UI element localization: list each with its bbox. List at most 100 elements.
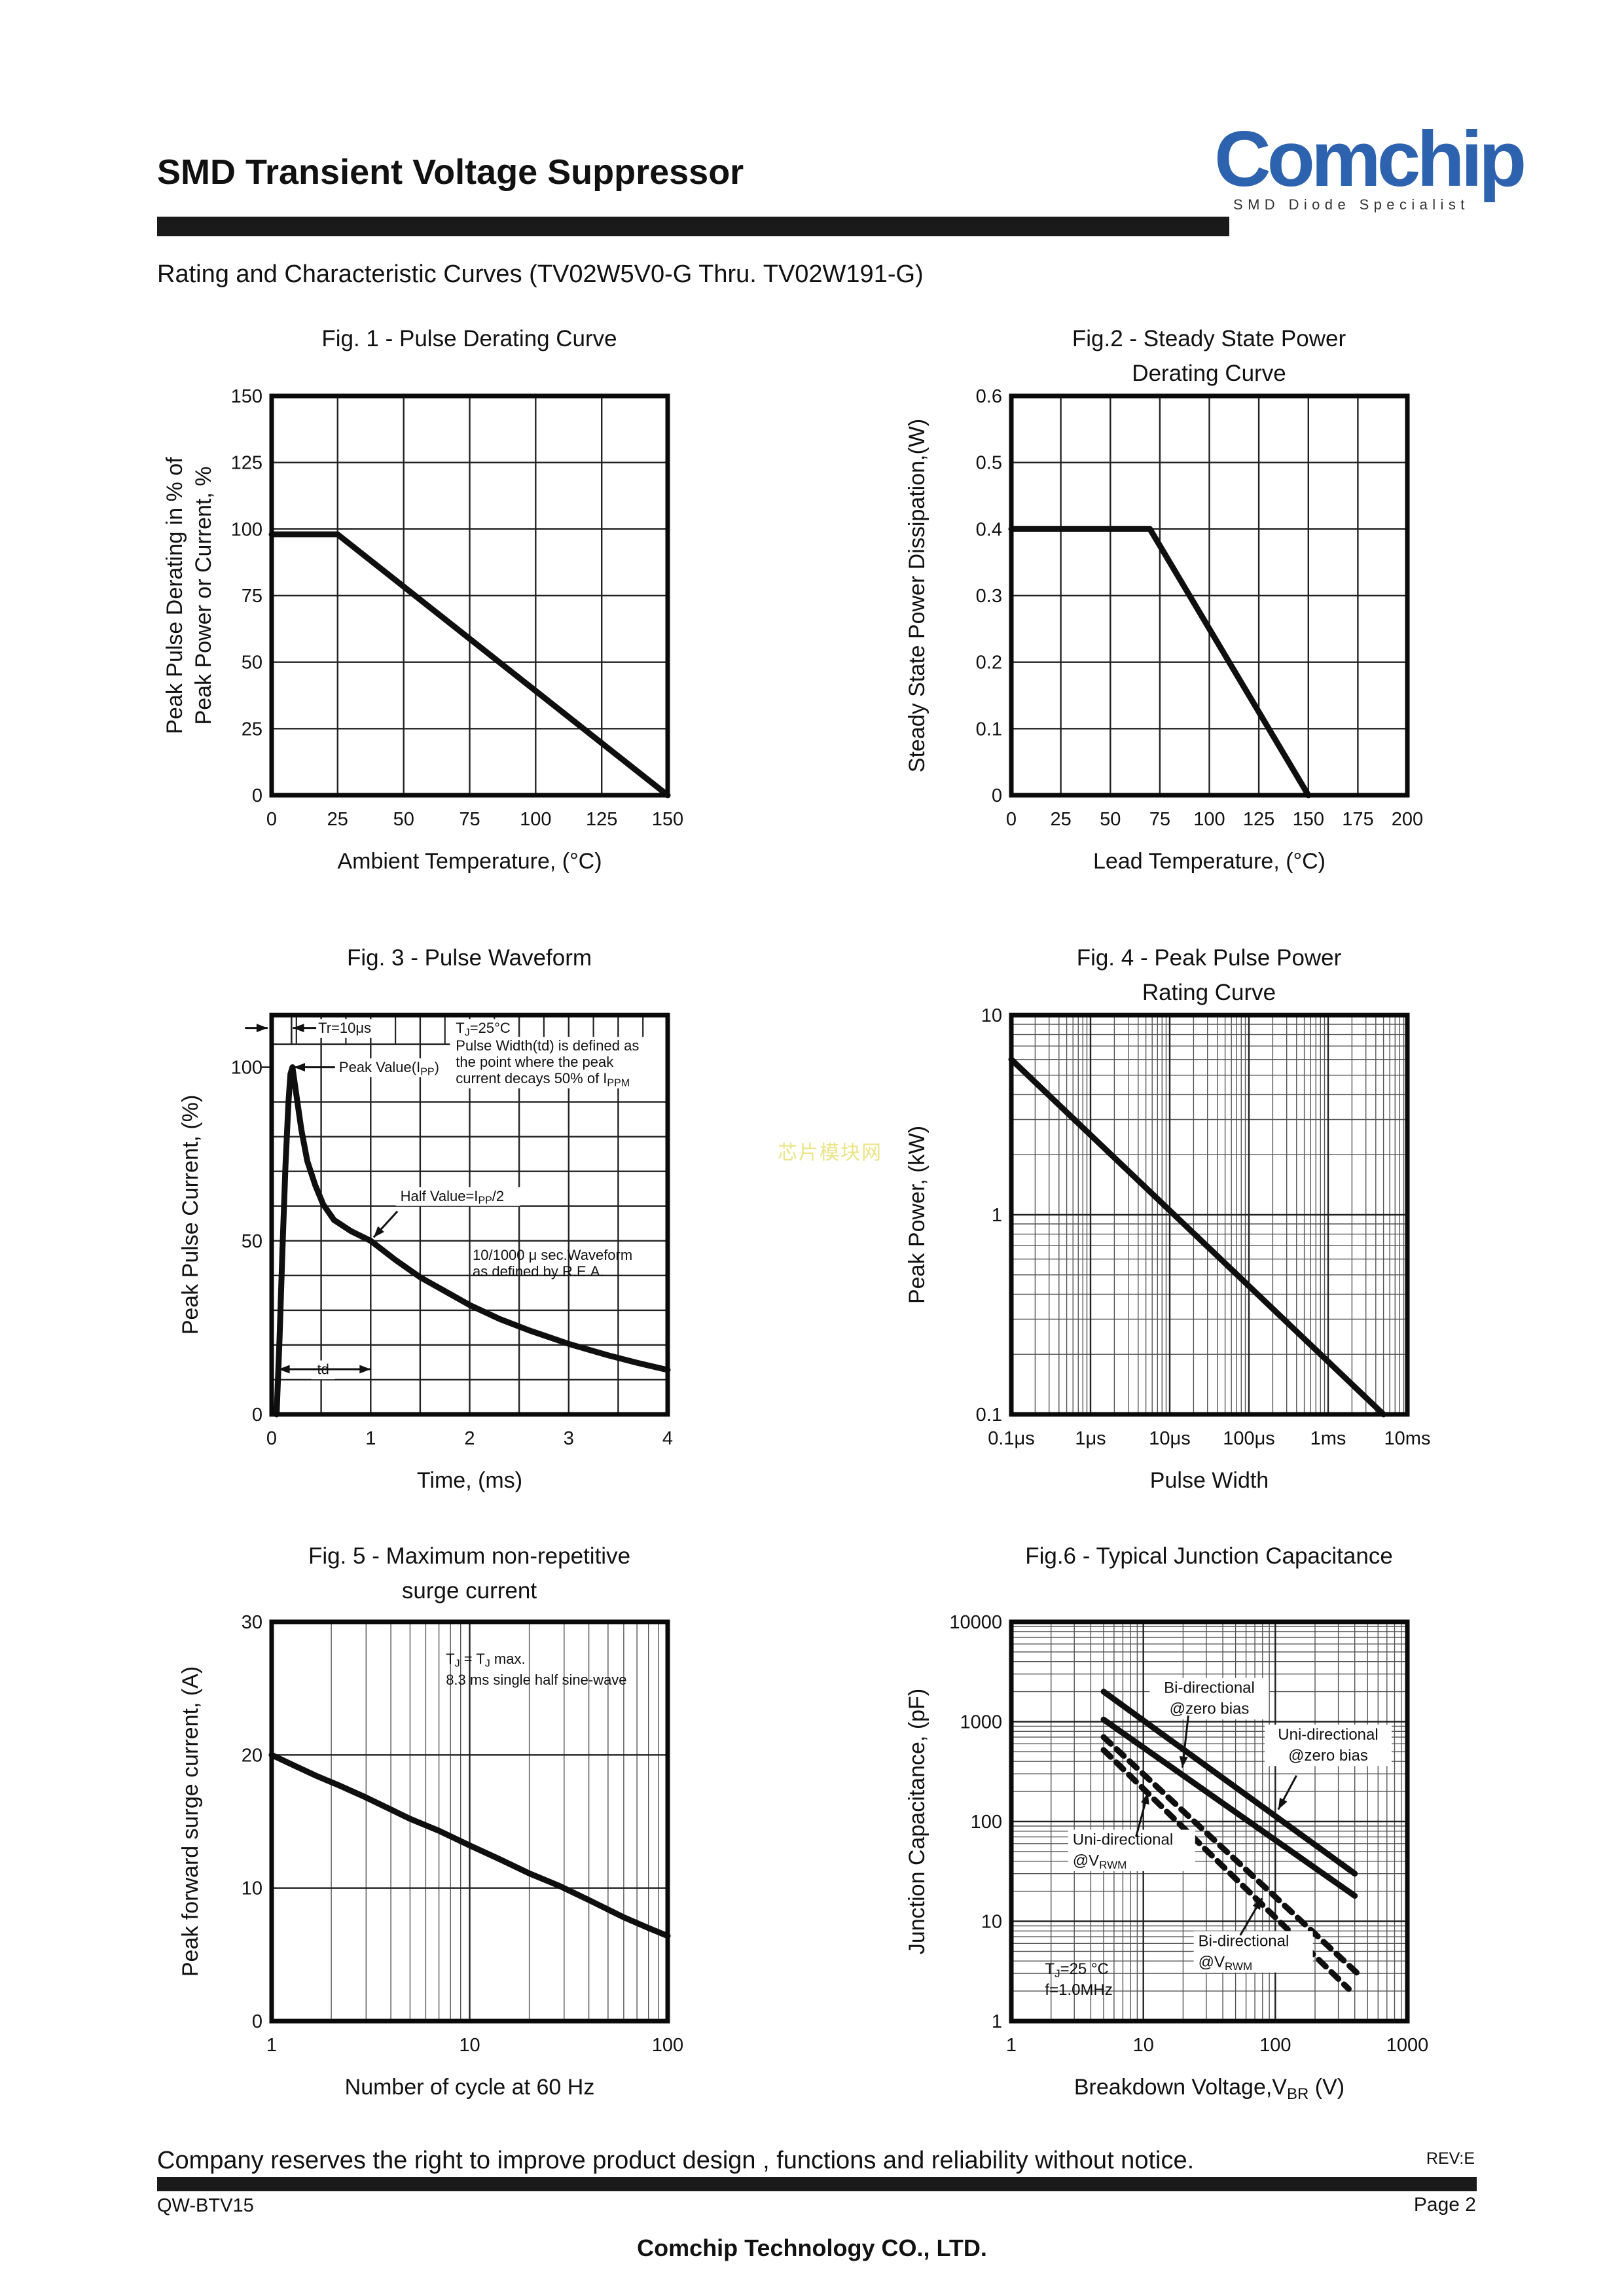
svg-text:Junction Capacitance, (pF): Junction Capacitance, (pF) (905, 1689, 929, 1954)
svg-text:0: 0 (992, 785, 1002, 806)
svg-text:100: 100 (652, 2035, 683, 2056)
svg-text:10: 10 (1133, 2035, 1154, 2056)
svg-text:Steady State Power Dissipation: Steady State Power Dissipation,(W) (905, 419, 929, 772)
plot-border (269, 1619, 670, 2024)
svg-text:125: 125 (231, 453, 262, 474)
svg-text:100: 100 (520, 809, 551, 830)
svg-text:10: 10 (981, 1005, 1002, 1026)
footer-doc-code: QW-BTV15 (157, 2195, 254, 2216)
svg-text:Pulse Width(td) is defined as: Pulse Width(td) is defined as (456, 1037, 639, 1054)
svg-text:Pulse Width: Pulse Width (1150, 1468, 1269, 1493)
svg-text:25: 25 (1050, 809, 1071, 830)
fig5-plot: TJ = TJ max. 8.3 ms single half sine-wave… (178, 1612, 683, 2100)
svg-text:100: 100 (231, 1058, 262, 1079)
svg-text:30: 30 (242, 1612, 262, 1633)
svg-text:1ms: 1ms (1310, 1428, 1346, 1449)
svg-text:0: 0 (266, 809, 277, 830)
svg-text:8.3 ms single half sine-wave: 8.3 ms single half sine-wave (446, 1672, 626, 1688)
fig6-plot: Bi-directional @zero bias Uni-directional @… (905, 1612, 1429, 2103)
svg-text:150: 150 (231, 386, 262, 407)
svg-text:Bi-directional: Bi-directional (1164, 1679, 1255, 1697)
grid (1011, 396, 1407, 795)
svg-text:0.4: 0.4 (976, 519, 1002, 540)
svg-text:4: 4 (662, 1428, 673, 1449)
svg-text:50: 50 (242, 1231, 262, 1252)
svg-text:1000: 1000 (1386, 2035, 1429, 2056)
fig4-plot: 0.1μs 1μs 10μs 100μs 1ms 10ms 0.1 1 10 Pulse Widt… (905, 1005, 1431, 1493)
figure-junction-capacitance: Fig.6 - Typical Junction Capacitance Bi-… (884, 1526, 1604, 2181)
svg-text:0.1: 0.1 (976, 719, 1002, 740)
svg-text:125: 125 (586, 809, 617, 830)
peak-pulse-power-line (1008, 1056, 1387, 1418)
svg-text:1: 1 (992, 1205, 1002, 1226)
svg-text:175: 175 (1342, 809, 1373, 830)
svg-text:1: 1 (365, 1428, 376, 1449)
svg-text:0.1μs: 0.1μs (988, 1428, 1035, 1449)
svg-text:100: 100 (1193, 809, 1225, 830)
svg-text:1: 1 (1006, 2035, 1017, 2056)
grid (272, 396, 668, 795)
svg-text:Peak Power or Current, %: Peak Power or Current, % (191, 467, 216, 725)
bi-directional-zero-bias (1100, 1689, 1358, 1877)
plot-border (1009, 1013, 1410, 1417)
svg-text:0.1: 0.1 (976, 1405, 1002, 1426)
svg-text:75: 75 (1149, 809, 1170, 830)
svg-text:50: 50 (242, 653, 262, 673)
svg-text:20: 20 (242, 1745, 262, 1766)
fig1-plot: 0 25 50 75 100 125 150 0 25 50 75 100 125 150 Ambient … (162, 386, 683, 874)
svg-text:current decays 50% of IPPM: current decays 50% of IPPM (456, 1070, 630, 1088)
svg-text:0.5: 0.5 (976, 453, 1002, 474)
svg-text:Uni-directional: Uni-directional (1278, 1726, 1378, 1744)
svg-text:TJ=25°C: TJ=25°C (456, 1020, 511, 1038)
svg-text:0: 0 (1006, 809, 1017, 830)
page-subtitle: Rating and Characteristic Curves (TV02W5… (157, 260, 924, 288)
plot-border (1009, 393, 1410, 798)
svg-text:10ms: 10ms (1384, 1428, 1431, 1449)
svg-text:Peak Power, (kW): Peak Power, (kW) (905, 1126, 929, 1304)
svg-text:25: 25 (242, 719, 262, 740)
svg-text:10/1000 μ sec.Waveform: 10/1000 μ sec.Waveform (473, 1247, 632, 1263)
svg-text:10: 10 (242, 1878, 262, 1899)
footer-notice: Company reserves the right to improve pr… (157, 2147, 1195, 2174)
svg-text:as defined by R.E.A.: as defined by R.E.A. (473, 1263, 604, 1280)
svg-text:Peak Value(IPP): Peak Value(IPP) (339, 1059, 439, 1077)
svg-text:f=1.0MHz: f=1.0MHz (1045, 1981, 1112, 1999)
fig3-title: Fig. 3 - Pulse Waveform (346, 945, 592, 971)
footer-company: Comchip Technology CO., LTD. (637, 2234, 987, 2261)
logo-tagline: SMD Diode Specialist (1233, 196, 1470, 213)
svg-text:0: 0 (252, 1405, 262, 1426)
svg-text:Peak Pulse Current, (%): Peak Pulse Current, (%) (178, 1095, 203, 1335)
comchip-logo: Comchip (1214, 115, 1526, 203)
plot-border (269, 1013, 670, 1417)
grid (1011, 1015, 1407, 1414)
figure-pulse-waveform: Fig. 3 - Pulse Waveform Tr=10μs TJ=25°C Pu… (157, 928, 851, 1583)
grid (272, 1622, 668, 2021)
svg-text:50: 50 (393, 809, 414, 830)
fig2-title: Fig.2 - Steady State Power Derating Curv… (1072, 326, 1346, 386)
svg-text:100: 100 (971, 1812, 1002, 1833)
derating-line (268, 531, 671, 798)
svg-text:100: 100 (231, 519, 262, 540)
fig1-title: Fig. 1 - Pulse Derating Curve (321, 326, 617, 351)
svg-text:0: 0 (266, 1428, 277, 1449)
fig5-title: Fig. 5 - Maximum non-repetitive surge cu… (308, 1543, 631, 1604)
svg-text:Breakdown Voltage,VBR (V): Breakdown Voltage,VBR (V) (1074, 2075, 1344, 2103)
surge-current-line (268, 1751, 671, 1939)
svg-text:0: 0 (252, 785, 262, 806)
uni-directional-vrwm (1100, 1734, 1361, 1977)
grid (261, 1015, 668, 1414)
pulse-waveform (274, 1064, 671, 1418)
svg-text:50: 50 (1100, 809, 1121, 830)
svg-text:25: 25 (327, 809, 348, 830)
svg-text:75: 75 (459, 809, 480, 830)
plot-border (269, 393, 670, 798)
svg-text:Ambient Temperature, (°C): Ambient Temperature, (°C) (337, 849, 602, 874)
svg-text:1: 1 (992, 2011, 1002, 2032)
svg-text:@zero bias: @zero bias (1288, 1747, 1368, 1765)
fig2-plot: 0 25 50 75 100 125 150 175 200 0 0.1 0.2 0.3 0.4 0.5 0.… (905, 386, 1423, 874)
svg-text:@VRWM: @VRWM (1199, 1953, 1253, 1973)
page-title: SMD Transient Voltage Suppressor (157, 152, 744, 192)
figure-pulse-derating: Fig. 1 - Pulse Derating Curve 0 25 50 75 100… (157, 309, 851, 963)
